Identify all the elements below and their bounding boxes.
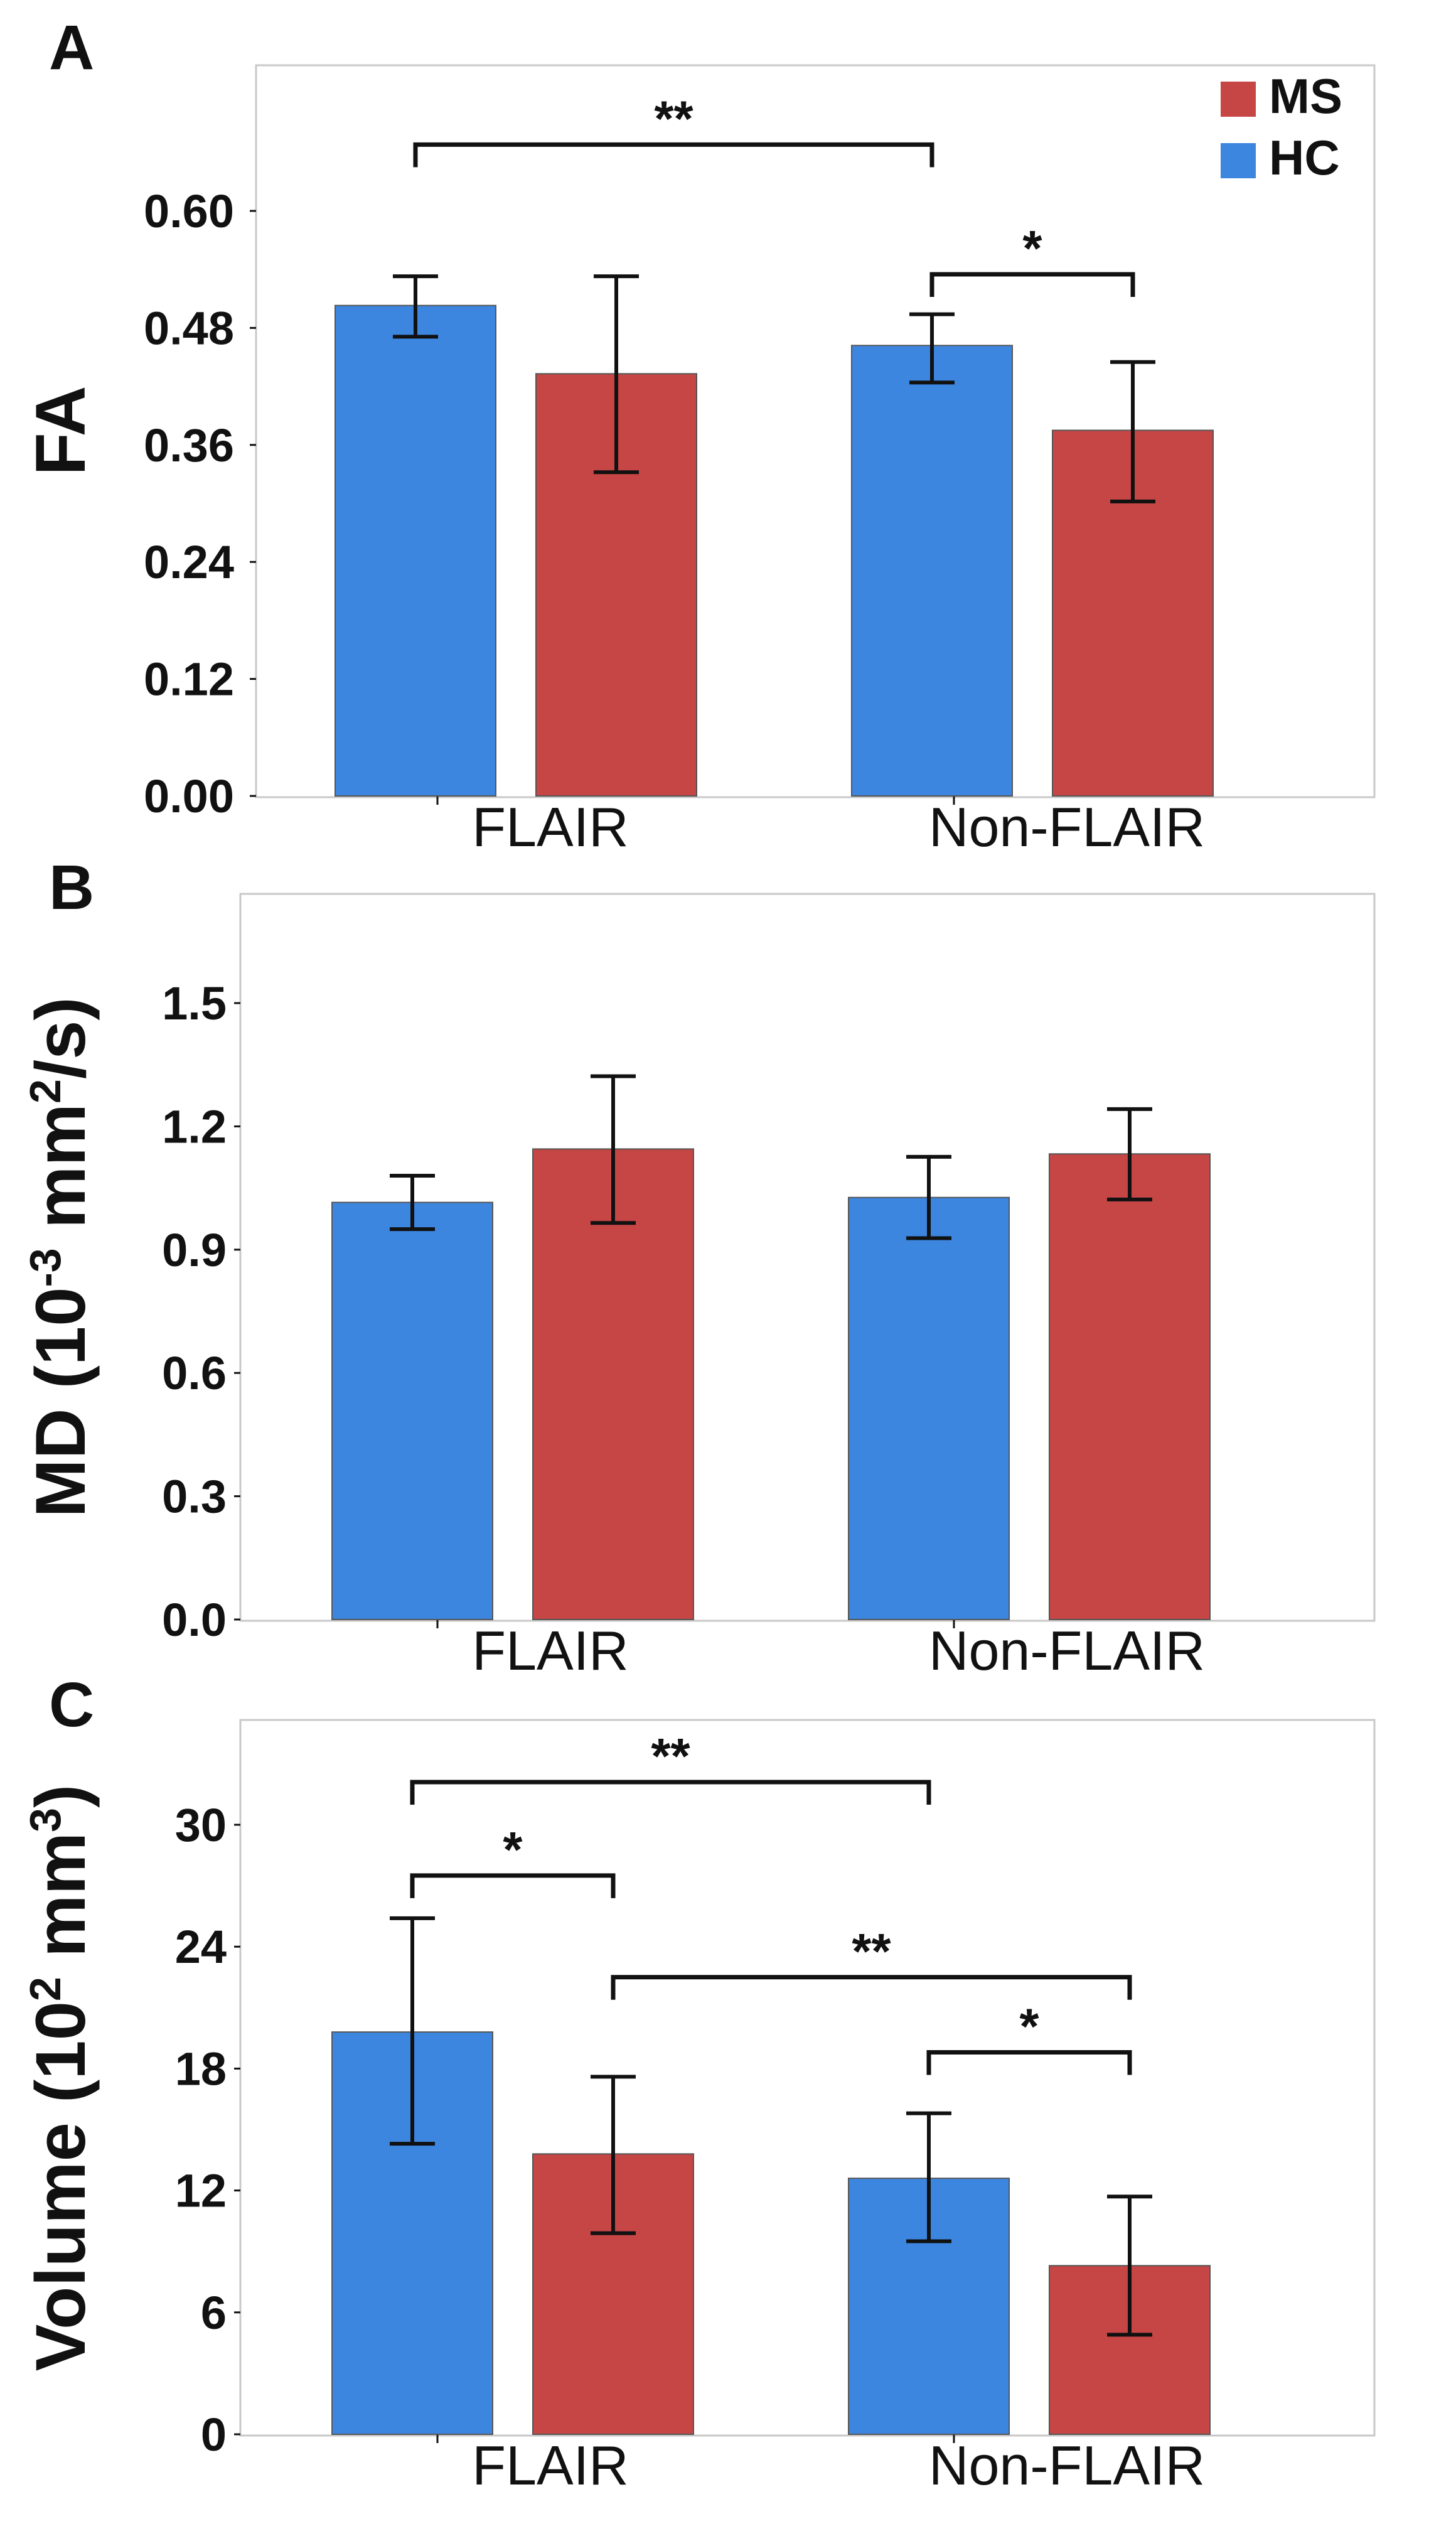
x-tick-label: Non-FLAIR <box>929 2434 1205 2496</box>
bar-ms-flair <box>532 1148 694 1620</box>
y-tick-label: 18 <box>175 2043 227 2095</box>
x-tick-label: Non-FLAIR <box>929 796 1205 858</box>
y-tick-label: 0.36 <box>144 419 234 471</box>
significance-bracket <box>413 142 934 168</box>
y-tick-label: 12 <box>175 2165 227 2217</box>
x-tick-label: Non-FLAIR <box>929 1620 1205 1682</box>
y-axis-label-sup: 2 <box>21 1079 70 1104</box>
x-tick-label: FLAIR <box>472 796 628 858</box>
y-tick-label: 0.00 <box>144 770 234 822</box>
significance-label: ** <box>654 90 693 146</box>
significance-label: ** <box>651 1728 690 1784</box>
legend-label-ms: MS <box>1269 68 1342 124</box>
y-axis-label-part: mm <box>21 1832 100 1977</box>
y-axis-label-sup: 3 <box>21 1808 70 1832</box>
y-axis-label-part: MD (10 <box>21 1287 100 1518</box>
y-tick-label: 0.3 <box>162 1471 227 1523</box>
significance-bracket <box>611 1975 1132 2000</box>
bar-hc-flair <box>335 304 496 797</box>
y-axis-label-part: Volume (10 <box>21 2001 100 2371</box>
y-axis-label: FA <box>21 385 100 475</box>
significance-label: * <box>1019 1999 1039 2055</box>
bar-hc-non-flair <box>848 1196 1010 1620</box>
bar-hc-non-flair <box>851 345 1013 797</box>
y-tick-label: 0 <box>201 2409 227 2461</box>
legend-label-hc: HC <box>1269 130 1340 185</box>
significance-bracket <box>410 1873 616 1898</box>
legend-swatch-ms <box>1221 82 1256 117</box>
y-axis-label: MD (10-3 mm2/s) <box>21 997 100 1517</box>
legend-swatch-hc <box>1221 143 1256 178</box>
y-tick-label: 0.48 <box>144 302 234 354</box>
panel-label: A <box>49 13 94 83</box>
y-tick-label: 30 <box>175 1799 227 1851</box>
x-tick-label: FLAIR <box>472 2434 628 2496</box>
x-tick-label: FLAIR <box>472 1620 628 1682</box>
panel-a: A 0.00 0.12 0.24 0.36 0.48 0.60 FLAIR Non-FLAIR *… <box>21 13 1376 858</box>
y-axis-label-part: mm <box>21 1104 100 1248</box>
significance-label: * <box>503 1822 523 1878</box>
bar-hc-flair <box>331 1201 493 1620</box>
y-tick-label: 6 <box>201 2287 227 2339</box>
y-tick-label: 0.9 <box>162 1224 227 1276</box>
y-tick-label: 0.60 <box>144 185 234 237</box>
significance-bracket <box>410 1780 931 1805</box>
y-axis-label-part: ) <box>21 1785 100 1808</box>
y-tick-label: 1.2 <box>162 1100 227 1152</box>
y-tick-label: 0.0 <box>162 1594 227 1646</box>
significance-label: * <box>1022 220 1042 276</box>
y-axis-label-sup: 2 <box>21 1977 70 2001</box>
significance-bracket <box>929 272 1135 297</box>
y-tick-label: 24 <box>175 1921 227 1973</box>
y-axis-label-sup: -3 <box>21 1248 70 1287</box>
y-axis-label-part: FA <box>21 385 100 475</box>
y-tick-label: 0.6 <box>162 1347 227 1399</box>
y-tick-label: 0.24 <box>144 536 234 588</box>
y-tick-label: 0.12 <box>144 653 234 706</box>
significance-label: ** <box>852 1923 891 1979</box>
panel-label: B <box>49 852 94 923</box>
significance-bracket <box>926 2050 1132 2075</box>
bar-ms-non-flair <box>1049 1153 1211 1620</box>
y-axis-label-part: /s) <box>21 997 100 1079</box>
panel-label: C <box>49 1670 94 1740</box>
y-axis-label: Volume (102 mm3) <box>21 1785 100 2372</box>
panel-b: B 0.0 0.3 0.6 0.9 1.2 1.5 FLAIR Non-FLAIR MD (10-… <box>21 852 1376 1682</box>
y-tick-label: 1.5 <box>162 977 227 1029</box>
